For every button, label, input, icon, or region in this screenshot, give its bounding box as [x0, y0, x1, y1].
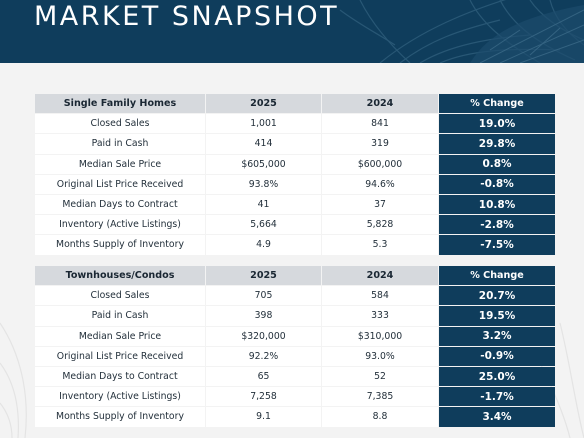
value-2025: 92.2% — [206, 346, 321, 366]
value-2025: 4.9 — [206, 235, 321, 255]
value-2025: $320,000 — [206, 326, 321, 346]
pct-change: -2.8% — [439, 215, 555, 235]
row-label: Median Sale Price — [35, 326, 205, 346]
value-2024: 52 — [322, 366, 438, 387]
row-label: Median Days to Contract — [35, 366, 205, 387]
header-banner: MARKET SNAPSHOT — [0, 0, 584, 63]
row-label: Paid in Cash — [35, 306, 205, 326]
pct-change: 25.0% — [439, 366, 555, 387]
value-2024: 5.3 — [322, 235, 438, 255]
row-label: Median Days to Contract — [35, 194, 205, 215]
header-category: Single Family Homes — [35, 94, 205, 114]
table-row: Months Supply of Inventory 4.9 5.3 -7.5% — [35, 235, 555, 255]
table-row: Inventory (Active Listings) 7,258 7,385 … — [35, 387, 555, 407]
content-area: Single Family Homes 2025 2024 % Change C… — [0, 63, 584, 438]
pct-change: 20.7% — [439, 286, 555, 306]
value-2025: 5,664 — [206, 215, 321, 235]
table-row: Median Sale Price $320,000 $310,000 3.2% — [35, 326, 555, 346]
value-2025: 41 — [206, 194, 321, 215]
table-row: Median Days to Contract 41 37 10.8% — [35, 194, 555, 215]
header-pct-change: % Change — [439, 266, 555, 286]
table-row: Median Sale Price $605,000 $600,000 0.8% — [35, 154, 555, 174]
value-2025: 65 — [206, 366, 321, 387]
row-label: Closed Sales — [35, 286, 205, 306]
header-2025: 2025 — [206, 94, 321, 114]
value-2024: 841 — [322, 114, 438, 134]
value-2024: 8.8 — [322, 407, 438, 427]
value-2025: 705 — [206, 286, 321, 306]
pct-change: 29.8% — [439, 134, 555, 154]
row-label: Original List Price Received — [35, 346, 205, 366]
header-2024: 2024 — [322, 94, 438, 114]
single-family-homes-table: Single Family Homes 2025 2024 % Change C… — [34, 93, 556, 256]
value-2024: 584 — [322, 286, 438, 306]
row-label: Inventory (Active Listings) — [35, 387, 205, 407]
row-label: Months Supply of Inventory — [35, 407, 205, 427]
table-row: Original List Price Received 92.2% 93.0%… — [35, 346, 555, 366]
value-2025: 93.8% — [206, 174, 321, 194]
value-2025: 9.1 — [206, 407, 321, 427]
table-header-row: Single Family Homes 2025 2024 % Change — [35, 94, 555, 114]
value-2024: $600,000 — [322, 154, 438, 174]
table-row: Inventory (Active Listings) 5,664 5,828 … — [35, 215, 555, 235]
townhouses-condos-table: Townhouses/Condos 2025 2024 % Change Clo… — [34, 265, 556, 428]
header-2024: 2024 — [322, 266, 438, 286]
table-row: Closed Sales 1,001 841 19.0% — [35, 114, 555, 134]
header-category: Townhouses/Condos — [35, 266, 205, 286]
header-2025: 2025 — [206, 266, 321, 286]
header-pct-change: % Change — [439, 94, 555, 114]
pct-change: -0.8% — [439, 174, 555, 194]
pct-change: -7.5% — [439, 235, 555, 255]
value-2024: 319 — [322, 134, 438, 154]
table-row: Months Supply of Inventory 9.1 8.8 3.4% — [35, 407, 555, 427]
value-2024: 7,385 — [322, 387, 438, 407]
pct-change: 19.5% — [439, 306, 555, 326]
value-2024: 5,828 — [322, 215, 438, 235]
value-2024: $310,000 — [322, 326, 438, 346]
pct-change: 3.4% — [439, 407, 555, 427]
table-row: Paid in Cash 398 333 19.5% — [35, 306, 555, 326]
pct-change: -0.9% — [439, 346, 555, 366]
value-2024: 94.6% — [322, 174, 438, 194]
row-label: Closed Sales — [35, 114, 205, 134]
value-2025: 398 — [206, 306, 321, 326]
table-row: Closed Sales 705 584 20.7% — [35, 286, 555, 306]
row-label: Median Sale Price — [35, 154, 205, 174]
row-label: Original List Price Received — [35, 174, 205, 194]
value-2025: $605,000 — [206, 154, 321, 174]
pct-change: -1.7% — [439, 387, 555, 407]
value-2024: 93.0% — [322, 346, 438, 366]
row-label: Inventory (Active Listings) — [35, 215, 205, 235]
value-2024: 37 — [322, 194, 438, 215]
table-row: Paid in Cash 414 319 29.8% — [35, 134, 555, 154]
value-2025: 7,258 — [206, 387, 321, 407]
pct-change: 10.8% — [439, 194, 555, 215]
table-header-row: Townhouses/Condos 2025 2024 % Change — [35, 266, 555, 286]
row-label: Paid in Cash — [35, 134, 205, 154]
table-row: Original List Price Received 93.8% 94.6%… — [35, 174, 555, 194]
value-2024: 333 — [322, 306, 438, 326]
palm-leaf-decoration — [339, 0, 584, 63]
row-label: Months Supply of Inventory — [35, 235, 205, 255]
table-row: Median Days to Contract 65 52 25.0% — [35, 366, 555, 387]
page-title: MARKET SNAPSHOT — [34, 1, 340, 32]
value-2025: 1,001 — [206, 114, 321, 134]
pct-change: 3.2% — [439, 326, 555, 346]
pct-change: 0.8% — [439, 154, 555, 174]
pct-change: 19.0% — [439, 114, 555, 134]
value-2025: 414 — [206, 134, 321, 154]
